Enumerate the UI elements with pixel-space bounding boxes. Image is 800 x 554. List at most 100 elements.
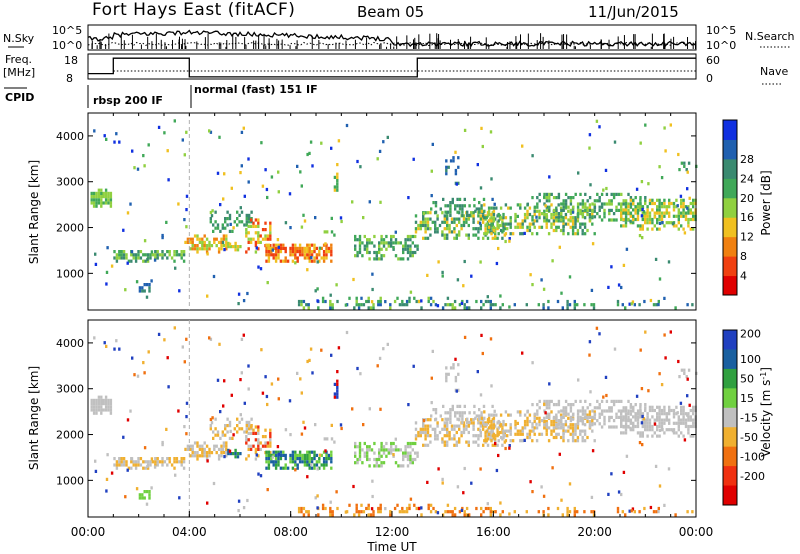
echo-cell (490, 212, 493, 217)
echo-cell (441, 481, 444, 485)
echo-cell (538, 192, 541, 196)
echo-cell (345, 123, 349, 128)
echo-cell (404, 244, 407, 248)
echo-cell (279, 259, 283, 263)
echo-cell (337, 139, 341, 143)
echo-cell (105, 282, 108, 286)
echo-cell (605, 393, 608, 398)
echo-cell (95, 398, 98, 402)
echo-cell (422, 421, 425, 425)
echo-cell (237, 302, 240, 306)
echo-cell (115, 253, 119, 257)
echo-cell (264, 221, 267, 225)
echo-cell (220, 454, 223, 458)
echo-cell (245, 420, 248, 424)
echo-cell (507, 222, 510, 226)
colorbar-cell (723, 407, 737, 428)
echo-cell (276, 238, 280, 242)
echo-cell (674, 513, 677, 517)
echo-cell (442, 197, 445, 201)
echo-cell (593, 416, 596, 420)
echo-cell (644, 403, 647, 407)
echo-cell (109, 411, 113, 415)
echo-cell (509, 413, 512, 417)
echo-cell (490, 429, 493, 433)
echo-cell (682, 421, 685, 425)
echo-cell (622, 415, 625, 419)
echo-cell (403, 303, 406, 307)
echo-cell (444, 411, 447, 415)
echo-cell (487, 419, 491, 424)
echo-cell (622, 211, 625, 215)
y-tick-label: 3000 (56, 176, 84, 189)
echo-cell (320, 141, 323, 145)
echo-cell (224, 424, 227, 428)
echo-cell (389, 513, 392, 517)
echo-cell (284, 246, 287, 250)
echo-cell (489, 230, 492, 234)
echo-cell (431, 427, 434, 431)
echo-cell (336, 392, 339, 396)
echo-cell (236, 417, 239, 421)
echo-cell (449, 366, 453, 370)
echo-cell (491, 197, 494, 201)
echo-cell (608, 212, 611, 216)
echo-cell (183, 425, 186, 429)
echo-cell (453, 299, 457, 304)
echo-cell (161, 233, 164, 238)
echo-cell (569, 432, 572, 436)
echo-cell (254, 218, 258, 222)
echo-cell (414, 421, 418, 425)
echo-cell (236, 455, 240, 459)
echo-cell (463, 335, 467, 339)
echo-cell (247, 240, 250, 244)
cpid-label: CPID (5, 91, 34, 104)
echo-cell (356, 445, 359, 449)
echo-cell (478, 414, 481, 418)
echo-cell (189, 444, 192, 448)
echo-cell (272, 463, 275, 467)
echo-cell (492, 225, 496, 229)
echo-cell (330, 466, 333, 470)
echo-cell (414, 437, 418, 441)
echo-cell (113, 457, 116, 461)
echo-cell (385, 247, 388, 251)
echo-cell (639, 412, 642, 416)
echo-cell (591, 208, 594, 212)
echo-cell (429, 418, 432, 422)
echo-cell (680, 198, 683, 202)
echo-cell (390, 445, 393, 449)
colorbar-tick-label: 8 (740, 250, 747, 263)
echo-cell (375, 250, 378, 255)
echo-cell (306, 450, 309, 454)
echo-cell (552, 196, 556, 200)
echo-cell (220, 237, 223, 241)
echo-cell (303, 246, 307, 250)
echo-cell (581, 228, 584, 233)
echo-cell (354, 461, 357, 465)
echo-cell (453, 506, 457, 511)
echo-cell (221, 226, 224, 230)
echo-cell (450, 424, 454, 428)
echo-cell (205, 247, 209, 251)
echo-cell (358, 445, 362, 449)
echo-cell (247, 387, 250, 391)
echo-cell (441, 306, 445, 310)
echo-cell (622, 217, 625, 222)
echo-cell (310, 460, 314, 464)
echo-cell (660, 418, 664, 422)
echo-cell (590, 303, 593, 307)
echo-cell (482, 443, 485, 447)
echo-cell (660, 205, 664, 209)
echo-cell (269, 234, 272, 238)
echo-cell (102, 201, 105, 205)
echo-cell (557, 399, 561, 403)
echo-cell (254, 431, 258, 435)
echo-cell (581, 222, 584, 226)
echo-cell (242, 126, 245, 130)
echo-cell (228, 449, 232, 453)
echo-cell (441, 220, 444, 224)
